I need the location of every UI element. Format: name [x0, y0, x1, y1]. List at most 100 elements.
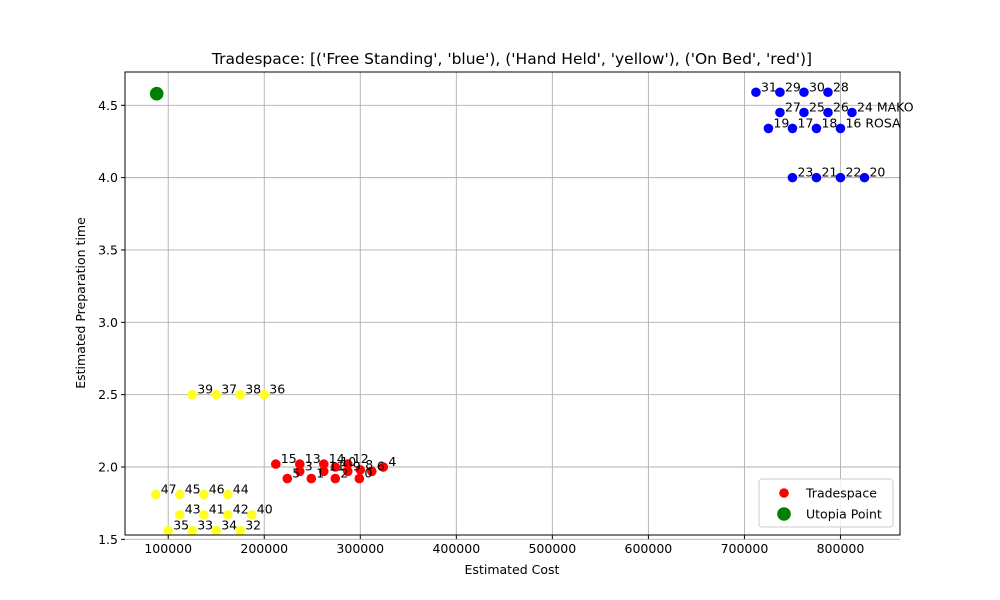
- point-label: 11: [329, 458, 345, 473]
- x-tick-label: 100000: [144, 541, 192, 556]
- point-label: 47: [161, 481, 177, 496]
- point-label: 14: [329, 451, 345, 466]
- point-label: 30: [809, 79, 825, 94]
- data-point: [799, 87, 809, 98]
- x-tick-label: 300000: [336, 541, 384, 556]
- legend-marker-tradespace: [779, 488, 789, 498]
- point-label: 24 MAKO: [857, 100, 914, 115]
- point-label: 31: [761, 79, 777, 94]
- data-point: [847, 107, 857, 118]
- point-label: 5: [292, 466, 300, 481]
- point-label: 20: [869, 165, 885, 180]
- point-label: 19: [773, 115, 789, 130]
- data-point: [174, 509, 185, 520]
- point-label: 17: [797, 115, 813, 130]
- point-label: 45: [185, 481, 201, 496]
- data-point: [811, 123, 822, 134]
- data-point: [835, 172, 846, 183]
- y-tick-label: 1.5: [98, 532, 118, 547]
- data-point: [187, 389, 198, 400]
- point-label: 42: [233, 502, 249, 517]
- point-label: 26: [833, 100, 849, 115]
- point-label: 29: [785, 79, 801, 94]
- x-axis-label: Estimated Cost: [465, 562, 560, 577]
- point-label: 3: [305, 458, 313, 473]
- point-label: 18: [821, 115, 837, 130]
- point-label: 27: [785, 100, 801, 115]
- data-point: [355, 465, 366, 475]
- y-tick-label: 3.0: [98, 315, 118, 330]
- point-label: 25: [809, 100, 825, 115]
- point-label: 2: [340, 466, 348, 481]
- point-label: 8: [365, 457, 373, 472]
- point-label: 35: [173, 518, 189, 533]
- x-tick-label: 400000: [432, 541, 480, 556]
- data-point: [211, 525, 222, 536]
- data-point: [343, 466, 353, 477]
- legend-marker-utopia-point: [777, 507, 791, 521]
- point-label: 9: [353, 458, 361, 473]
- data-point: [222, 509, 233, 520]
- data-point: [211, 389, 222, 400]
- x-tick-label: 500000: [528, 541, 576, 556]
- data-points: [149, 86, 870, 536]
- point-label: 43: [185, 502, 201, 517]
- data-point: [270, 459, 281, 469]
- legend-label-utopia-point: Utopia Point: [806, 507, 882, 522]
- y-axis-label: Estimated Preparation time: [73, 217, 88, 389]
- data-point: [235, 389, 246, 400]
- data-point: [330, 462, 341, 472]
- data-point: [367, 466, 377, 477]
- data-point: [174, 489, 185, 500]
- x-tick-label: 600000: [625, 541, 673, 556]
- data-point: [318, 459, 329, 469]
- point-label: 23: [797, 165, 813, 180]
- point-label: 16 ROSA: [845, 115, 901, 130]
- y-tick-label: 3.5: [98, 242, 118, 257]
- data-point: [775, 107, 785, 118]
- point-label: 33: [197, 518, 213, 533]
- data-point: [775, 87, 785, 98]
- y-tick-label: 4.5: [98, 98, 118, 113]
- point-label: 28: [833, 79, 849, 94]
- y-tick-label: 4.0: [98, 170, 118, 185]
- data-point: [378, 462, 389, 472]
- data-point: [787, 172, 798, 183]
- data-point: [823, 107, 833, 118]
- legend-box: [758, 478, 894, 528]
- data-point: [235, 525, 246, 536]
- legend: Tradespace Utopia Point: [758, 478, 894, 528]
- x-tick-label: 700000: [721, 541, 769, 556]
- data-point: [222, 489, 233, 500]
- point-label: 10: [340, 454, 356, 469]
- point-label: 1: [316, 466, 324, 481]
- data-point: [859, 172, 870, 183]
- data-point: [294, 466, 305, 477]
- y-tick-label: 2.5: [98, 387, 118, 402]
- point-label: 40: [257, 502, 273, 517]
- axis-ticks: 100000 200000 300000 400000 500000 600000 7000…: [98, 98, 864, 556]
- data-point: [259, 389, 270, 400]
- point-label: 6: [377, 458, 385, 473]
- data-point: [150, 489, 161, 500]
- data-point: [763, 123, 774, 134]
- point-label: 46: [209, 481, 225, 496]
- x-tick-label: 200000: [240, 541, 288, 556]
- data-point: [354, 473, 365, 484]
- point-label: 21: [821, 165, 837, 180]
- plot-frame: [124, 71, 901, 536]
- data-point: [306, 473, 317, 484]
- data-point: [318, 466, 329, 477]
- point-label: 13: [305, 451, 321, 466]
- point-label: 36: [269, 382, 285, 397]
- point-label: 34: [221, 518, 237, 533]
- point-label: 32: [245, 518, 261, 533]
- data-point: [163, 525, 174, 536]
- point-label: 37: [221, 382, 237, 397]
- data-point: [330, 473, 341, 484]
- data-point: [198, 509, 209, 520]
- point-label: 4: [388, 454, 396, 469]
- data-point: [282, 473, 293, 484]
